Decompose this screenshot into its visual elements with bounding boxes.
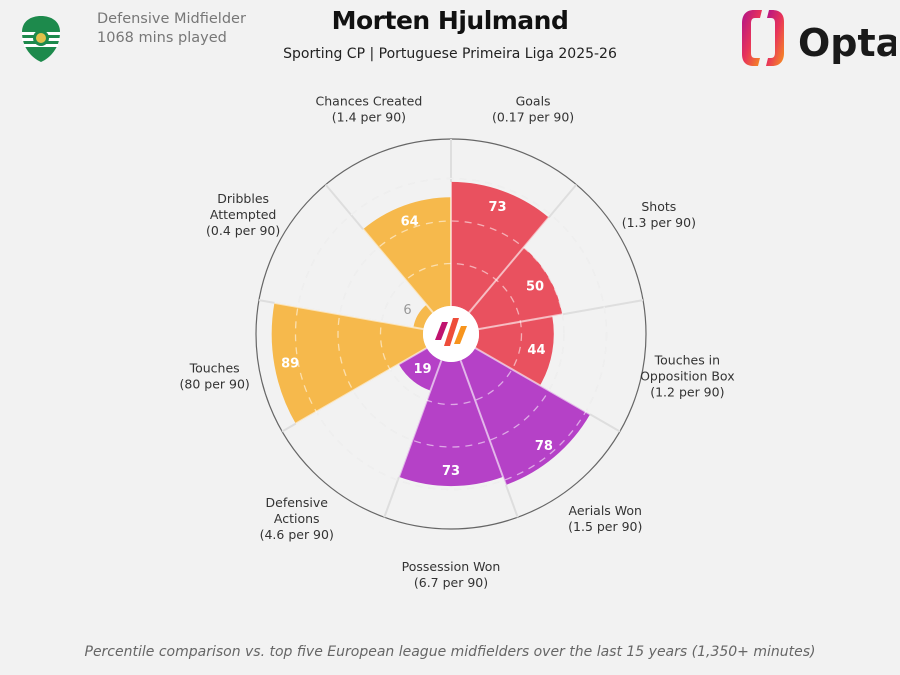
metric-label: Aerials Won bbox=[569, 503, 642, 518]
chart-subtitle: Sporting CP | Portuguese Primeira Liga 2… bbox=[283, 46, 617, 62]
value-label: 89 bbox=[281, 356, 299, 371]
metric-per90: (1.5 per 90) bbox=[568, 519, 642, 534]
metric-per90: (0.17 per 90) bbox=[492, 109, 574, 124]
value-label: 50 bbox=[526, 280, 544, 295]
spoke bbox=[274, 301, 424, 331]
metric-per90: (6.7 per 90) bbox=[414, 575, 488, 590]
value-label: 19 bbox=[413, 362, 431, 377]
metric-label: Touches bbox=[189, 361, 240, 376]
metric-label: Defensive bbox=[266, 495, 329, 510]
metric-label: Shots bbox=[641, 199, 676, 214]
gridline-overlay-50 bbox=[337, 220, 565, 448]
metric-per90: (4.6 per 90) bbox=[260, 527, 334, 542]
spoke bbox=[295, 347, 428, 425]
player-info: Defensive Midfielder 1068 mins played bbox=[97, 10, 246, 48]
spoke bbox=[478, 313, 563, 331]
spoke bbox=[468, 216, 550, 314]
spoke bbox=[362, 228, 434, 314]
minutes-played: 1068 mins played bbox=[97, 30, 227, 46]
svg-text:Opta: Opta bbox=[798, 21, 896, 65]
metric-per90: (80 per 90) bbox=[180, 377, 250, 392]
sporting-crest-logo bbox=[22, 16, 60, 62]
value-label: 6 bbox=[403, 303, 411, 318]
page-title: Morten Hjulmand bbox=[331, 6, 569, 35]
metric-per90: (1.4 per 90) bbox=[332, 109, 406, 124]
metric-per90: (1.3 per 90) bbox=[622, 215, 696, 230]
value-label: 78 bbox=[535, 439, 553, 454]
metric-label: Actions bbox=[274, 511, 320, 526]
bar-aerials-won bbox=[460, 348, 591, 485]
bar-touches-in-opposition-box bbox=[475, 316, 554, 386]
player-position: Defensive Midfielder bbox=[97, 11, 246, 27]
footnote: Percentile comparison vs. top five Europ… bbox=[84, 644, 816, 660]
opta-logo: Opta bbox=[742, 10, 896, 66]
value-label: 73 bbox=[442, 464, 460, 479]
spoke bbox=[474, 347, 591, 416]
bar-shots bbox=[468, 247, 563, 330]
value-label: 73 bbox=[489, 200, 507, 215]
bar-chances-created bbox=[363, 197, 451, 313]
gridline-overlay-75 bbox=[294, 177, 608, 491]
bar-dribbles-attempted bbox=[413, 304, 434, 330]
metric-label: Possession Won bbox=[402, 559, 501, 574]
metric-per90: (1.2 per 90) bbox=[650, 385, 724, 400]
metric-per90: (0.4 per 90) bbox=[206, 223, 280, 238]
metric-label: Goals bbox=[516, 93, 551, 108]
bar-touches bbox=[271, 302, 427, 424]
value-label: 64 bbox=[401, 214, 419, 229]
spoke bbox=[459, 359, 507, 486]
spoke bbox=[398, 359, 443, 478]
bar-possession-won bbox=[398, 360, 504, 487]
metric-label: Dribbles bbox=[217, 191, 269, 206]
metric-label: Chances Created bbox=[316, 93, 423, 108]
center-logo-icon bbox=[435, 318, 467, 346]
metric-label: Attempted bbox=[210, 207, 276, 222]
metric-label: Touches in bbox=[654, 353, 720, 368]
bar-goals bbox=[451, 181, 549, 313]
value-label: 44 bbox=[527, 343, 545, 358]
metric-label: Opposition Box bbox=[640, 369, 735, 384]
